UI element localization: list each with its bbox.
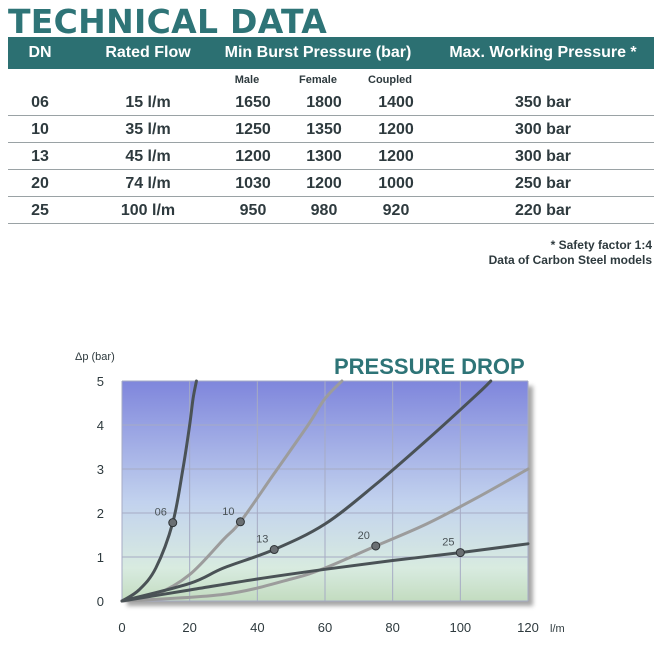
y-tick-label: 2: [97, 506, 104, 521]
x-tick-label: 20: [182, 620, 196, 635]
table-notes: * Safety factor 1:4 Data of Carbon Steel…: [489, 238, 652, 268]
y-tick-label: 1: [97, 550, 104, 565]
cell-male: 1030: [235, 175, 271, 192]
header-min-burst-pressure: Min Burst Pressure (bar): [224, 44, 412, 61]
series-marker-25: [455, 548, 465, 558]
cell-female: 1300: [306, 148, 342, 165]
table-header: DN Rated Flow Min Burst Pressure (bar) M…: [8, 37, 654, 69]
header-dn: DN: [28, 44, 52, 61]
y-tick-label: 5: [97, 374, 104, 389]
cell-female: 1350: [306, 121, 342, 138]
x-tick-label: 100: [449, 620, 471, 635]
cell-male: 950: [239, 202, 267, 219]
subheader-coupled: Coupled: [368, 74, 412, 86]
cell-coupled: 1200: [378, 148, 414, 165]
table-row: 10 35 l/m 1250 1350 1200 300 bar: [8, 116, 654, 143]
series-label-25: 25: [442, 537, 454, 549]
cell-max-working: 350 bar: [514, 94, 572, 111]
y-axis-label: Δp (bar): [75, 351, 115, 363]
cell-female: 980: [310, 202, 338, 219]
table-row: 06 15 l/m 1650 1800 1400 350 bar: [8, 89, 654, 116]
cell-max-working: 250 bar: [514, 175, 572, 192]
x-tick-labels: 0 20 40 60 80 100 120: [118, 620, 538, 635]
x-tick-label: 0: [118, 620, 125, 635]
series-marker-20: [371, 541, 381, 551]
x-tick-label: 120: [517, 620, 539, 635]
y-tick-label: 0: [97, 594, 104, 609]
subheader-female: Female: [299, 74, 337, 86]
cell-coupled: 920: [382, 202, 410, 219]
cell-male: 1200: [235, 148, 271, 165]
series-markers: 06 10 13 20 25: [155, 506, 465, 558]
cell-dn: 13: [31, 148, 49, 165]
series-line-06: [120, 379, 198, 603]
series-label-13: 13: [256, 534, 268, 546]
cell-coupled: 1200: [378, 121, 414, 138]
table-row: 13 45 l/m 1200 1300 1200 300 bar: [8, 143, 654, 170]
series-line-13: [120, 379, 493, 603]
cell-dn: 10: [31, 121, 49, 138]
y-tick-labels: 0 1 2 3 4 5: [97, 374, 104, 609]
x-tick-label: 40: [250, 620, 264, 635]
x-tick-label: 80: [385, 620, 399, 635]
subheader-male: Male: [234, 74, 260, 86]
chart-title: PRESSURE DROP: [334, 354, 525, 379]
safety-factor-note: * Safety factor 1:4: [550, 238, 652, 252]
series-marker-10: [235, 517, 245, 527]
carbon-steel-note: Data of Carbon Steel models: [488, 253, 652, 267]
cell-rated-flow: 74 l/m: [125, 175, 171, 192]
cell-coupled: 1000: [378, 175, 414, 192]
series-label-10: 10: [222, 506, 234, 518]
cell-male: 1250: [235, 121, 271, 138]
cell-max-working: 300 bar: [514, 121, 572, 138]
series-line-20: [120, 467, 530, 603]
y-tick-label: 4: [97, 418, 104, 433]
cell-rated-flow: 100 l/m: [120, 202, 176, 219]
cell-rated-flow: 15 l/m: [125, 94, 171, 111]
cell-rated-flow: 45 l/m: [125, 148, 171, 165]
series-marker-13: [269, 545, 279, 555]
x-tick-label: 60: [318, 620, 332, 635]
cell-male: 1650: [235, 94, 271, 111]
table-row: 25 100 l/m 950 980 920 220 bar: [8, 197, 654, 224]
cell-coupled: 1400: [378, 94, 414, 111]
series-label-20: 20: [358, 530, 370, 542]
series-label-06: 06: [155, 507, 167, 519]
cell-dn: 25: [31, 202, 49, 219]
cell-female: 1200: [306, 175, 342, 192]
series-marker-06: [168, 518, 178, 528]
header-rated-flow: Rated Flow: [105, 44, 191, 61]
cell-dn: 20: [31, 175, 49, 192]
cell-max-working: 220 bar: [514, 202, 572, 219]
cell-rated-flow: 35 l/m: [125, 121, 171, 138]
header-max-working-pressure: Max. Working Pressure *: [449, 44, 637, 61]
cell-max-working: 300 bar: [514, 148, 572, 165]
x-axis-label: l/m: [550, 623, 565, 635]
y-tick-label: 3: [97, 462, 104, 477]
cell-dn: 06: [31, 94, 49, 111]
table-row: 20 74 l/m 1030 1200 1000 250 bar: [8, 170, 654, 197]
cell-female: 1800: [306, 94, 342, 111]
series-lines: [120, 379, 530, 603]
page-title: TECHNICAL DATA: [8, 2, 328, 40]
